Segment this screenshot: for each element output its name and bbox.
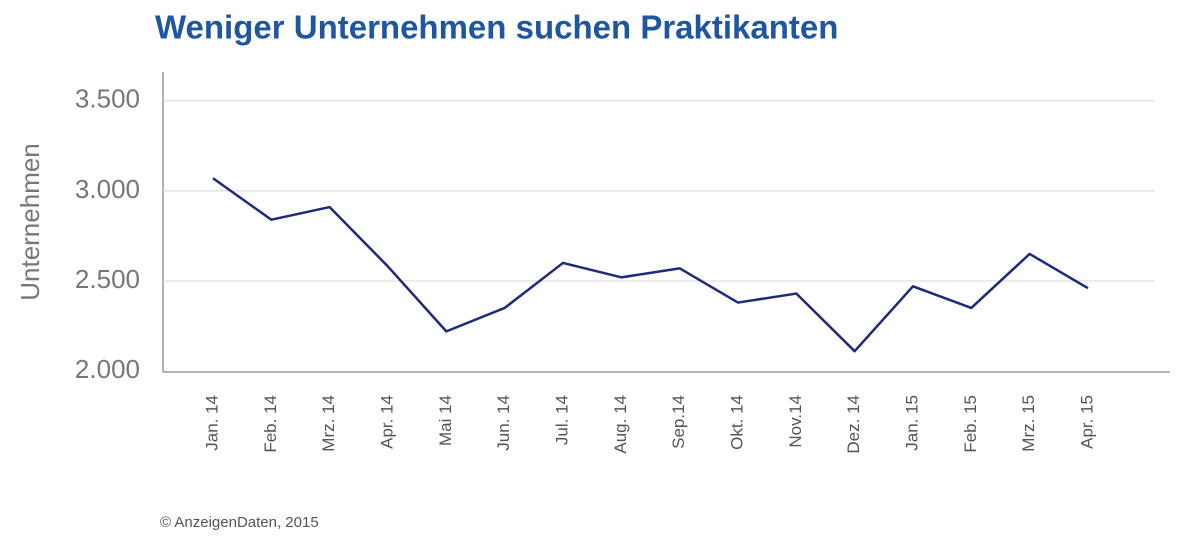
x-tick-label: Apr. 14	[377, 395, 396, 449]
y-tick-label: 2.000	[75, 354, 140, 384]
x-tick-label: Mrz. 14	[319, 395, 338, 452]
x-tick-label: Mrz. 15	[1019, 395, 1038, 452]
y-axis-label: Unternehmen	[15, 143, 45, 301]
x-tick-label: Sep.14	[669, 395, 688, 449]
x-tick-label: Feb. 14	[261, 395, 280, 453]
y-tick-label: 3.000	[75, 174, 140, 204]
x-tick-label: Feb. 15	[961, 395, 980, 453]
x-tick-label: Dez. 14	[844, 395, 863, 454]
x-tick-label: Nov.14	[786, 395, 805, 448]
y-tick-label: 2.500	[75, 264, 140, 294]
x-tick-label: Apr. 15	[1077, 395, 1096, 449]
x-tick-label: Jul. 14	[552, 395, 571, 445]
x-tick-label: Jan. 15	[902, 395, 921, 451]
x-tick-label: Okt. 14	[727, 395, 746, 450]
source-note: © AnzeigenDaten, 2015	[160, 514, 319, 531]
chart-title: Weniger Unternehmen suchen Praktikanten	[155, 9, 838, 46]
x-tick-label: Jan. 14	[202, 395, 221, 451]
x-tick-label: Jun. 14	[494, 395, 513, 451]
x-tick-label: Mai 14	[436, 395, 455, 446]
x-tick-label: Aug. 14	[611, 395, 630, 454]
data-line	[212, 177, 1089, 353]
y-tick-label: 3.500	[75, 84, 140, 114]
